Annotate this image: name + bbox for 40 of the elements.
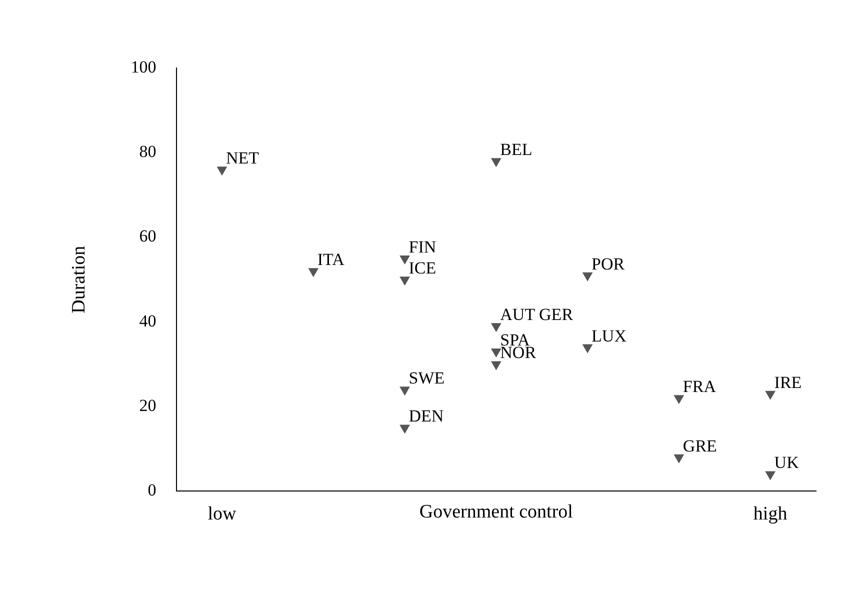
point	[674, 395, 684, 404]
x-tick-label: low	[208, 504, 237, 525]
point	[400, 386, 410, 396]
point	[400, 424, 410, 434]
y-tick-label: 0	[148, 480, 156, 500]
data-label: IRE	[774, 372, 802, 392]
point	[674, 454, 684, 463]
point	[582, 344, 592, 353]
data-label: SWE	[408, 368, 445, 388]
data-label: ICE	[408, 258, 436, 278]
data-label: ITA	[317, 250, 346, 270]
point	[491, 323, 501, 332]
y-tick-label: 20	[139, 396, 156, 416]
point	[400, 255, 410, 264]
data-label: UK	[774, 453, 800, 472]
point	[765, 390, 776, 400]
y-axis-title: Duration	[68, 245, 90, 314]
data-label: FIN	[408, 237, 436, 256]
point	[308, 268, 318, 277]
point	[217, 166, 227, 176]
point	[582, 272, 592, 281]
y-tick-label: 60	[139, 226, 156, 246]
data-label: AUT GER	[500, 305, 574, 324]
y-tick-label: 40	[139, 311, 156, 330]
point	[765, 471, 776, 480]
point	[491, 361, 501, 370]
y-tick-label: 80	[139, 142, 156, 162]
point	[491, 348, 501, 358]
data-label: GRE	[682, 436, 717, 456]
x-tick-label: high	[753, 504, 788, 525]
data-label: NET	[226, 148, 260, 168]
data-label: DEN	[408, 406, 444, 426]
x-axis-title: Government control	[419, 502, 573, 523]
data-label: FRA	[682, 377, 717, 396]
data-label: BEL	[500, 140, 532, 160]
data-label: POR	[592, 254, 626, 274]
point	[491, 158, 501, 167]
data-label: LUX	[592, 326, 626, 346]
point	[400, 276, 410, 286]
y-tick-label: 100	[130, 57, 156, 76]
